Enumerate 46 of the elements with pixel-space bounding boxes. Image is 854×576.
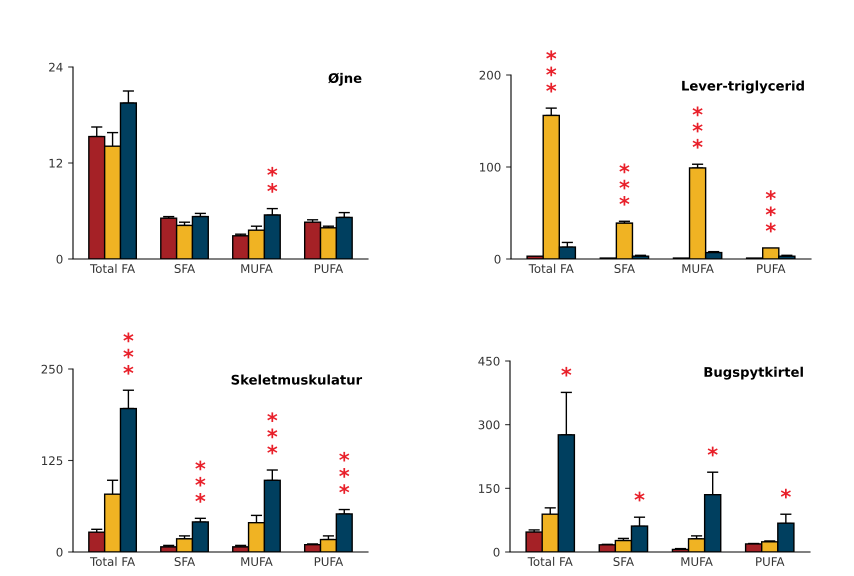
y-tick-label: 200 xyxy=(480,70,500,80)
x-tick-label: PUFA xyxy=(314,264,344,273)
x-tick-label: SFA xyxy=(174,557,196,566)
chart-title: Øjne xyxy=(328,72,362,86)
y-tick-label: 150 xyxy=(479,484,500,493)
annotation: * xyxy=(780,488,791,498)
annotation: * xyxy=(561,366,572,377)
x-tick-label: SFA xyxy=(614,557,634,566)
x-tick-label: SFA xyxy=(614,264,635,273)
x-tick-label: Total FA xyxy=(528,556,573,566)
annotation: *** xyxy=(267,412,278,454)
y-tick-label: 125 xyxy=(42,456,62,466)
y-tick-label: 450 xyxy=(478,356,500,366)
annotation: *** xyxy=(766,190,776,232)
y-tick-label: 250 xyxy=(42,364,62,374)
y-tick-label: 100 xyxy=(480,162,500,172)
y-tick-label: 24 xyxy=(49,62,63,72)
chart-title: Skeletmuskulatur xyxy=(232,374,362,385)
x-tick-label: Total FA xyxy=(90,556,136,566)
x-tick-label: SFA xyxy=(174,264,196,273)
annotation: ** xyxy=(267,166,278,193)
y-tick-label: 0 xyxy=(494,254,500,264)
annotation: * xyxy=(708,446,718,456)
annotation: *** xyxy=(195,460,206,503)
annotation: *** xyxy=(123,332,134,375)
y-tick-label: 0 xyxy=(56,548,62,557)
x-tick-label: PUFA xyxy=(757,264,786,273)
x-tick-label: MUFA xyxy=(241,557,273,566)
x-tick-label: PUFA xyxy=(756,557,784,566)
x-tick-label: MUFA xyxy=(241,264,273,273)
annotation: *** xyxy=(339,452,350,494)
x-tick-label: Total FA xyxy=(90,264,136,273)
y-tick-label: 12 xyxy=(50,158,62,168)
annotation: *** xyxy=(546,50,556,92)
chart-title: Lever-triglycerid xyxy=(682,80,804,94)
annotation: *** xyxy=(619,164,630,206)
y-tick-label: 0 xyxy=(56,254,62,264)
y-tick-label: 0 xyxy=(494,548,500,557)
annotation: *** xyxy=(692,106,703,149)
x-tick-label: Total FA xyxy=(528,264,574,273)
x-tick-label: PUFA xyxy=(314,557,344,566)
x-tick-label: MUFA xyxy=(682,264,714,273)
x-tick-label: MUFA xyxy=(681,557,713,566)
annotation: * xyxy=(634,492,645,502)
y-tick-label: 300 xyxy=(478,420,500,430)
chart-title: Bugspytkirtel xyxy=(704,366,803,380)
